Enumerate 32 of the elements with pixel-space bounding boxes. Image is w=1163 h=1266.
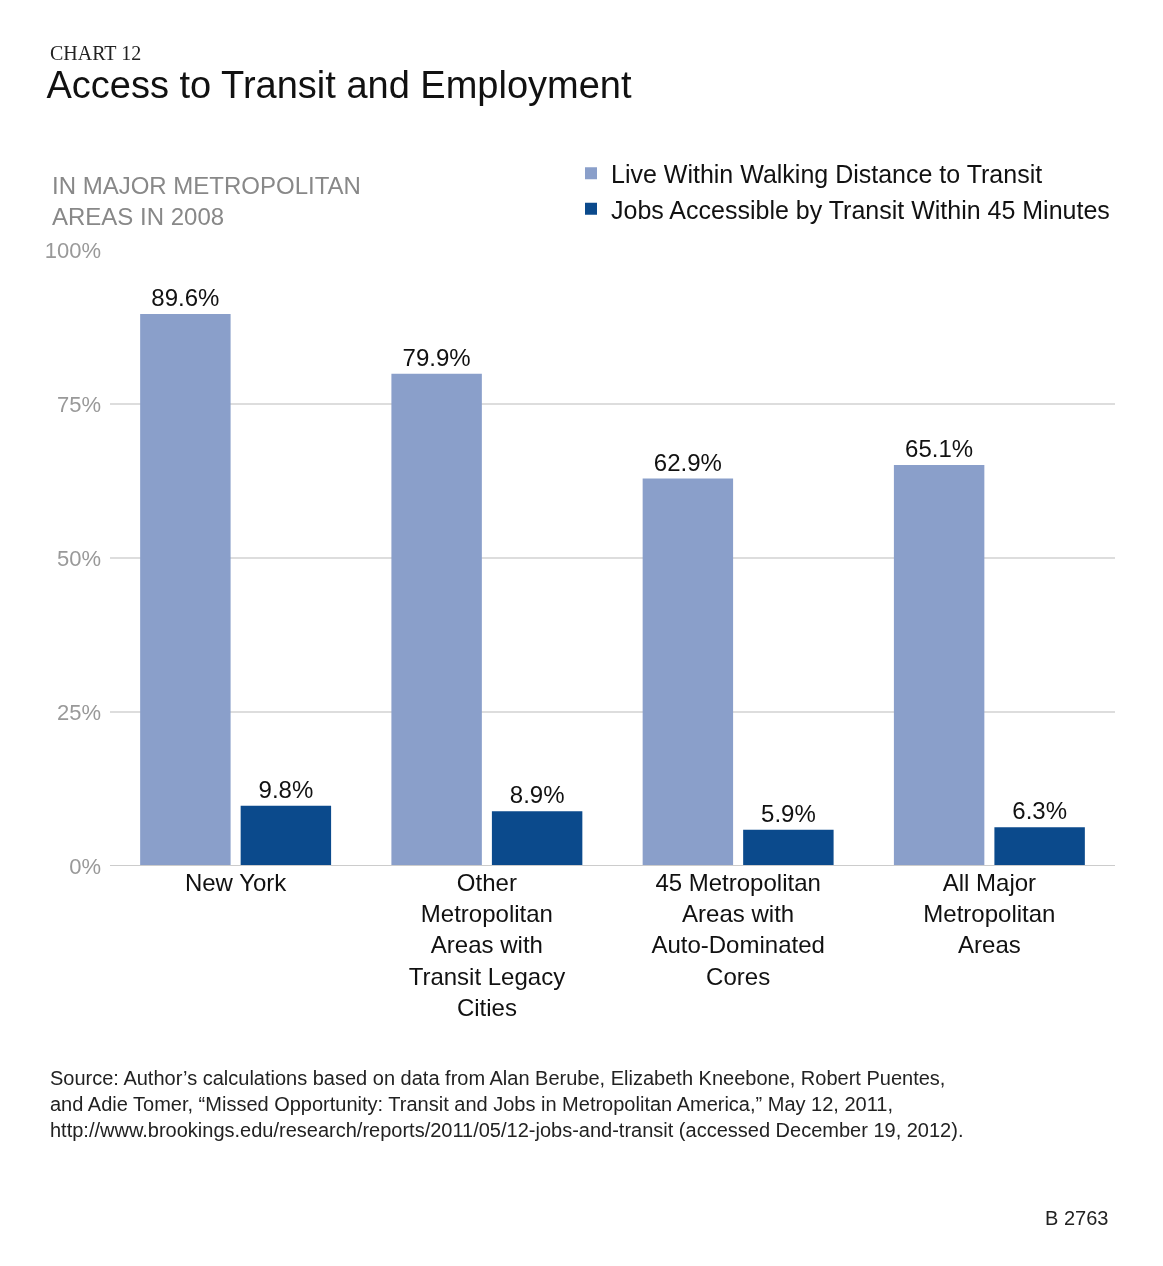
- data-label: 6.3%: [1012, 797, 1067, 825]
- y-tick-label: 50%: [56, 545, 101, 571]
- bar: [642, 478, 734, 866]
- data-label: 5.9%: [761, 799, 816, 827]
- bar: [391, 373, 482, 866]
- legend-label: Jobs Accessible by Transit Within 45 Minutes: [611, 195, 1110, 224]
- legend-label: Live Within Walking Distance to Transit: [611, 160, 1043, 189]
- bar: [491, 811, 583, 866]
- source-note: Source: Author’s calculations based on data from Alan Berube, Elizabeth Kneebone, Robert Puentes, and Adie Tomer, “Missed Opportunity: Transit and Jobs in Metropolitan America,” May 12, 2011, http://www.brookings.edu/research/reports/2011/05/12-jobs-and-transit (accessed December 19, 2012).: [50, 1067, 964, 1141]
- data-label: 9.8%: [258, 775, 314, 803]
- data-label: 8.9%: [509, 781, 565, 809]
- caption: CHART 12: [50, 42, 142, 64]
- text: B 2763: [1045, 1207, 1109, 1229]
- x-tick-label: All Major Metropolitan Areas: [923, 869, 1056, 959]
- x-tick-label: 45 Metropolitan Areas with Auto-Dominated Cores: [651, 869, 825, 990]
- data-label: 65.1%: [905, 434, 974, 462]
- y-tick-label: 25%: [56, 699, 101, 725]
- bar: [240, 805, 332, 866]
- x-tick-label: New York: [184, 869, 288, 896]
- chart-title: Access to Transit and Employment: [46, 64, 632, 107]
- y-tick-label: 100%: [44, 237, 101, 263]
- y-tick-label: 0%: [69, 853, 101, 879]
- data-label: 89.6%: [151, 284, 220, 312]
- y-tick-label: 75%: [56, 391, 101, 417]
- x-tick-label: Other Metropolitan Areas with Transit Legacy Cities: [408, 869, 566, 1021]
- chart-subtitle: IN MAJOR METROPOLITAN AREAS IN 2008: [52, 172, 361, 231]
- bar: [994, 827, 1085, 866]
- data-label: 79.9%: [402, 343, 471, 371]
- bar: [743, 829, 834, 866]
- bar: [140, 314, 231, 866]
- data-label: 62.9%: [653, 448, 722, 476]
- bar: [893, 464, 985, 866]
